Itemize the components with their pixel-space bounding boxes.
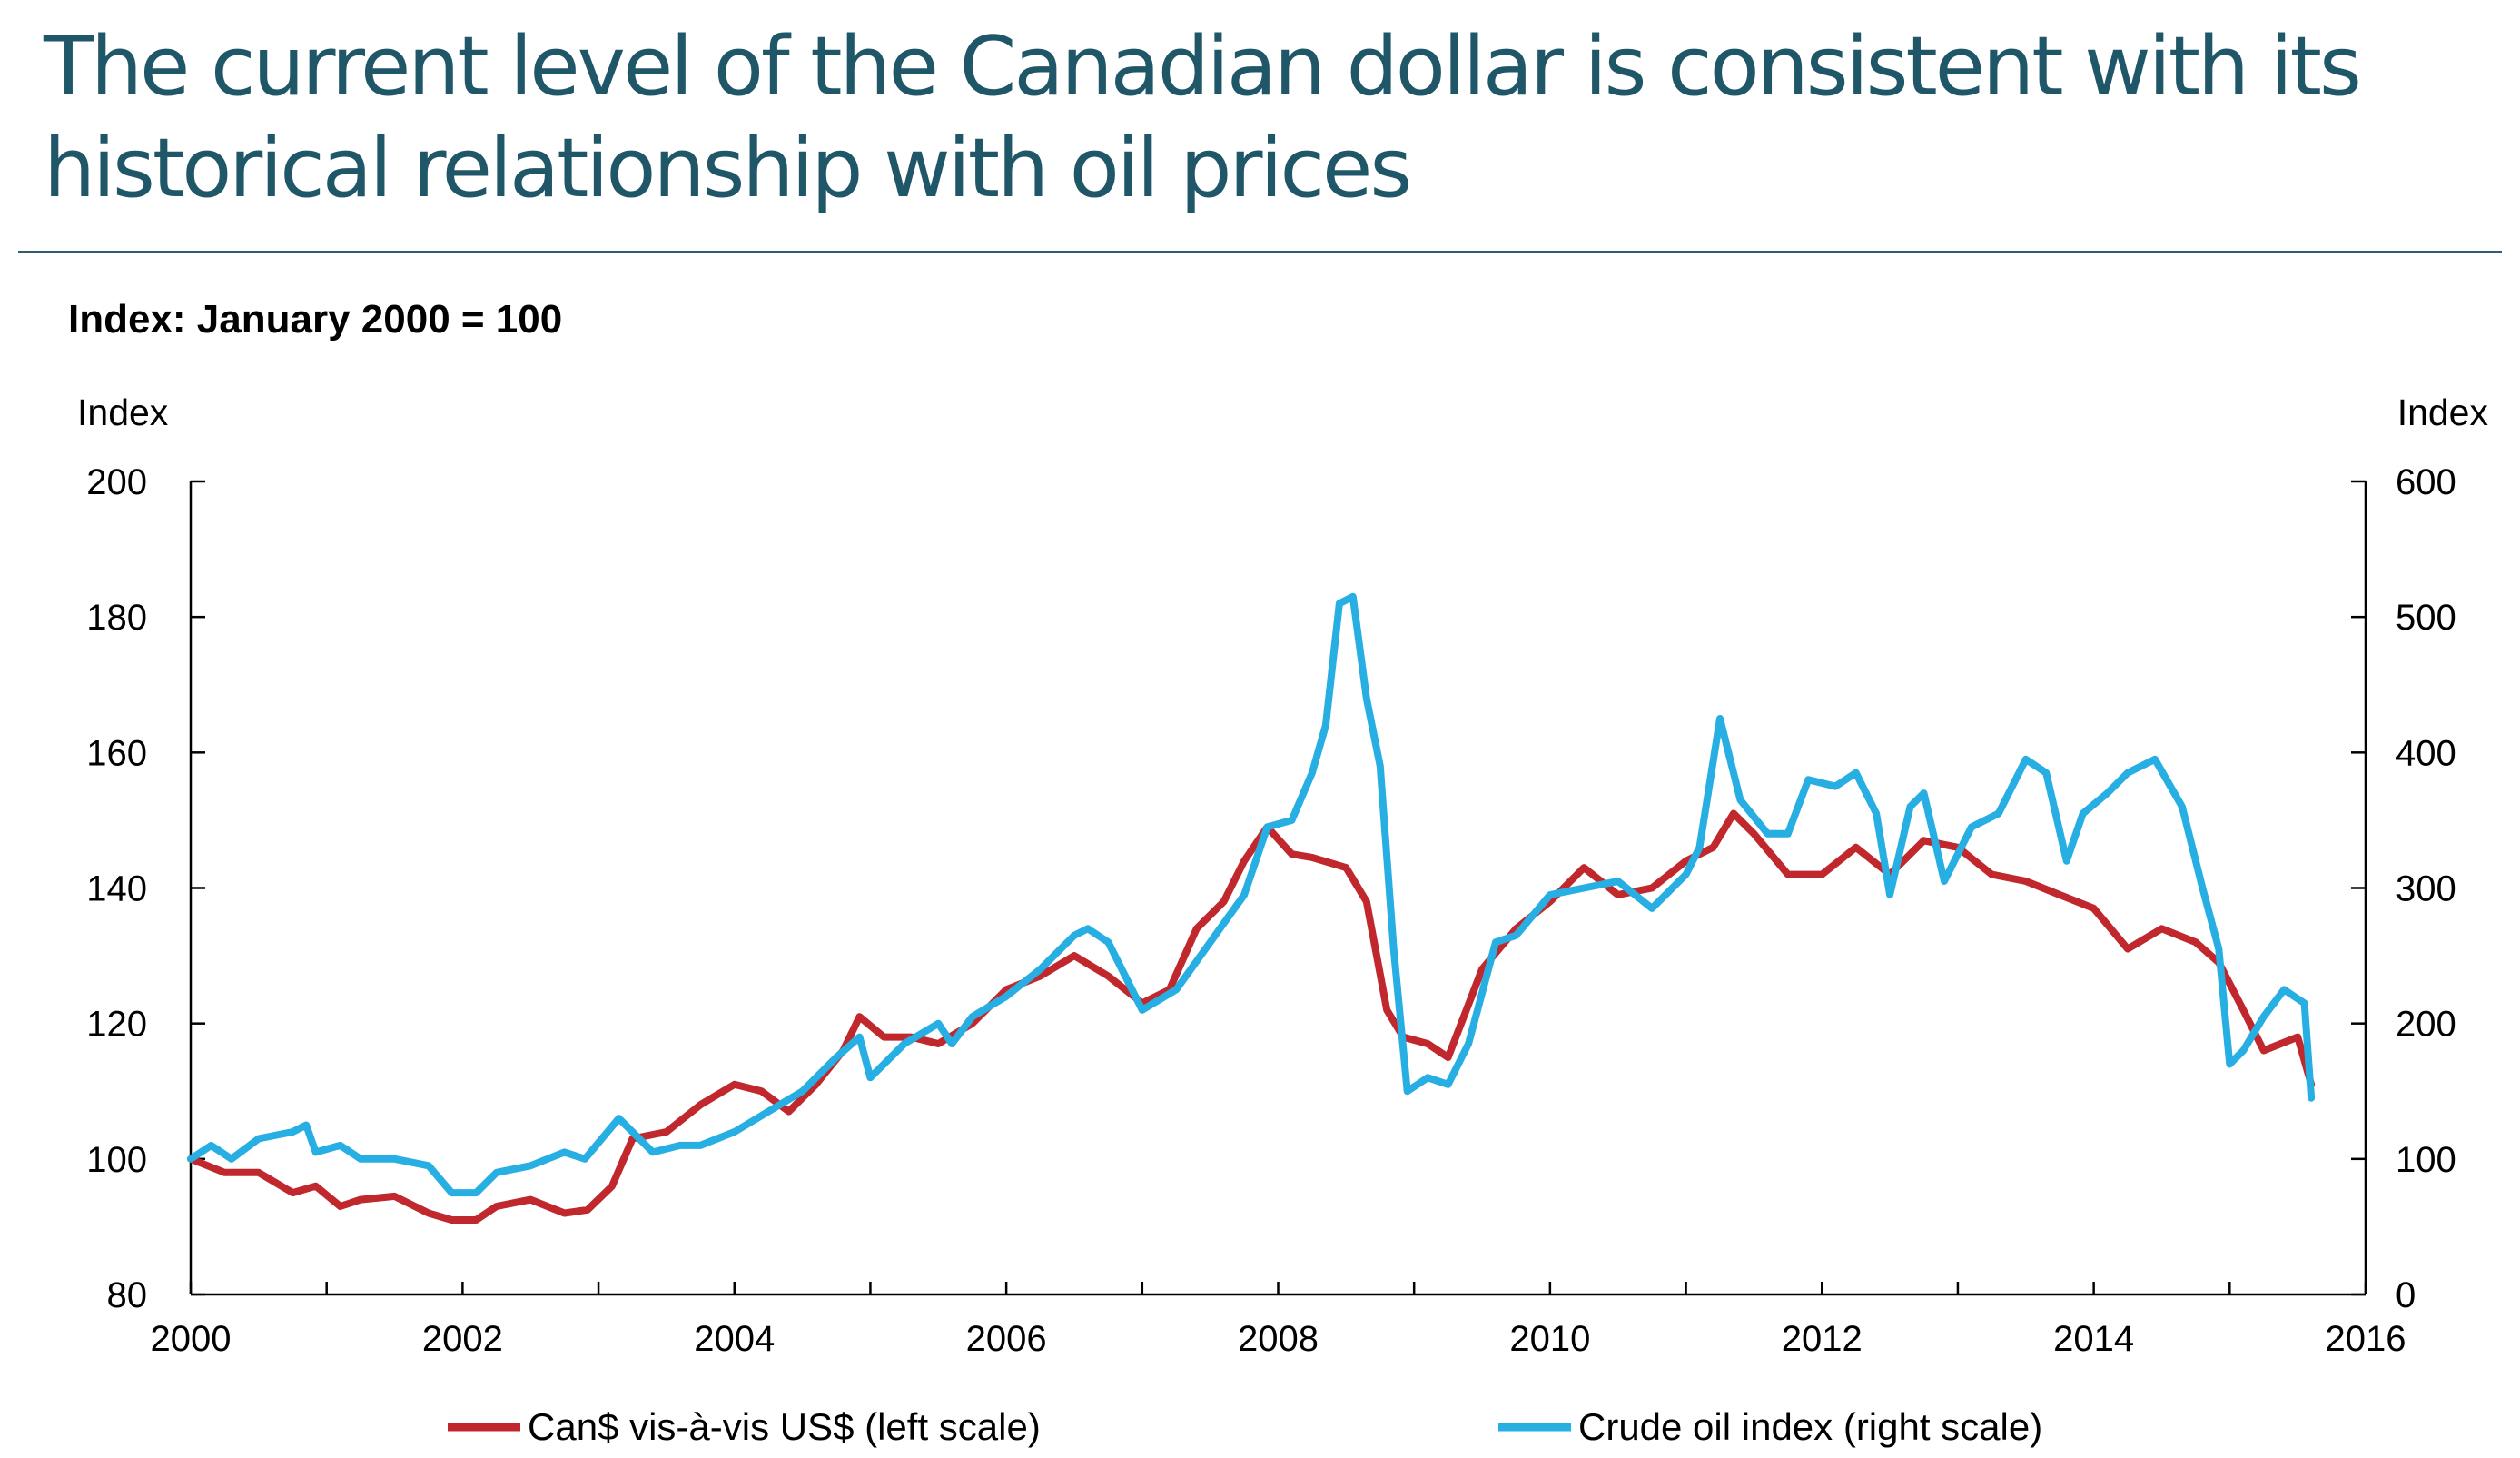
left-tick-label: 120 — [86, 1005, 147, 1045]
left-tick-label: 140 — [86, 869, 147, 909]
x-tick-label: 2008 — [1238, 1319, 1319, 1359]
left-tick-label: 180 — [86, 598, 147, 638]
x-tick-label: 2010 — [1509, 1319, 1590, 1359]
left-tick-label: 100 — [86, 1140, 147, 1180]
left-tick-label: 160 — [86, 733, 147, 773]
right-tick-label: 200 — [2396, 1005, 2456, 1045]
right-tick-label: 600 — [2396, 462, 2456, 502]
right-tick-label: 500 — [2396, 598, 2456, 638]
right-axis-label: Index — [2397, 392, 2489, 433]
legend-label-oil: Crude oil index (right scale) — [1578, 1405, 2042, 1448]
x-tick-label: 2004 — [694, 1319, 775, 1359]
chart-subtitle: Index: January 2000 = 100 — [68, 297, 563, 342]
legend-label-cad: Can$ vis-à-vis US$ (left scale) — [528, 1405, 1041, 1448]
crude-oil-series-line — [187, 592, 2316, 1197]
x-tick-label: 2016 — [2326, 1319, 2406, 1359]
cad-usd-series-line — [187, 809, 2316, 1224]
x-tick-label: 2006 — [966, 1319, 1047, 1359]
right-tick-label: 100 — [2396, 1140, 2456, 1180]
x-tick-label: 2000 — [151, 1319, 232, 1359]
left-tick-label: 200 — [86, 462, 147, 502]
left-tick-label: 80 — [107, 1275, 148, 1315]
right-tick-label: 300 — [2396, 869, 2456, 909]
x-tick-label: 2012 — [1782, 1319, 1863, 1359]
x-tick-label: 2014 — [2053, 1319, 2134, 1359]
page-title: The current level of the Canadian dollar… — [44, 19, 2362, 216]
x-tick-label: 2002 — [422, 1319, 503, 1359]
left-axis-label: Index — [77, 392, 169, 433]
right-tick-label: 0 — [2396, 1275, 2416, 1315]
right-tick-label: 400 — [2396, 733, 2456, 773]
title-divider — [18, 251, 2502, 253]
